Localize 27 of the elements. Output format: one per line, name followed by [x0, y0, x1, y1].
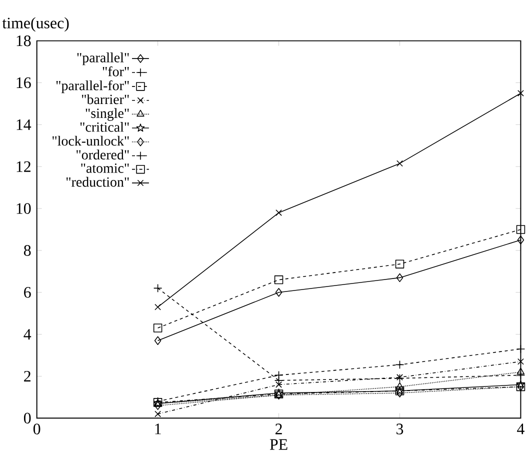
- y-tick-label: 12: [16, 161, 30, 172]
- y-tick-label: 18: [16, 35, 31, 46]
- x-axis-title: PE: [270, 439, 288, 450]
- legend-label: "lock-unlock": [52, 136, 129, 146]
- legend-label: "parallel-for": [56, 80, 129, 94]
- x-tick-label: 3: [396, 424, 404, 434]
- y-tick-label: 4: [24, 329, 32, 340]
- x-tick-label: 1: [155, 424, 161, 434]
- legend-label: "for": [102, 66, 129, 76]
- x-tick-label: 4: [517, 424, 524, 434]
- legend-label: "atomic": [81, 164, 129, 173]
- x-tick-label: 0: [33, 424, 40, 434]
- legend-label: "single": [86, 108, 129, 121]
- y-tick-label: 10: [16, 203, 31, 214]
- x-tick-label: 2: [275, 424, 282, 434]
- y-tick-label: 8: [24, 245, 31, 256]
- legend-label: "barrier": [82, 94, 129, 104]
- y-tick-label: 6: [24, 287, 31, 298]
- y-tick-label: 2: [24, 371, 30, 382]
- legend-label: "parallel": [77, 52, 129, 66]
- legend-label: "ordered": [76, 150, 129, 160]
- y-tick-label: 16: [16, 77, 31, 88]
- legend-label: "critical": [80, 122, 129, 132]
- y-tick-label: 0: [24, 412, 31, 424]
- legend-label: "reduction": [66, 176, 129, 187]
- y-tick-label: 14: [16, 119, 32, 130]
- y-axis-title: time(usec): [2, 17, 69, 32]
